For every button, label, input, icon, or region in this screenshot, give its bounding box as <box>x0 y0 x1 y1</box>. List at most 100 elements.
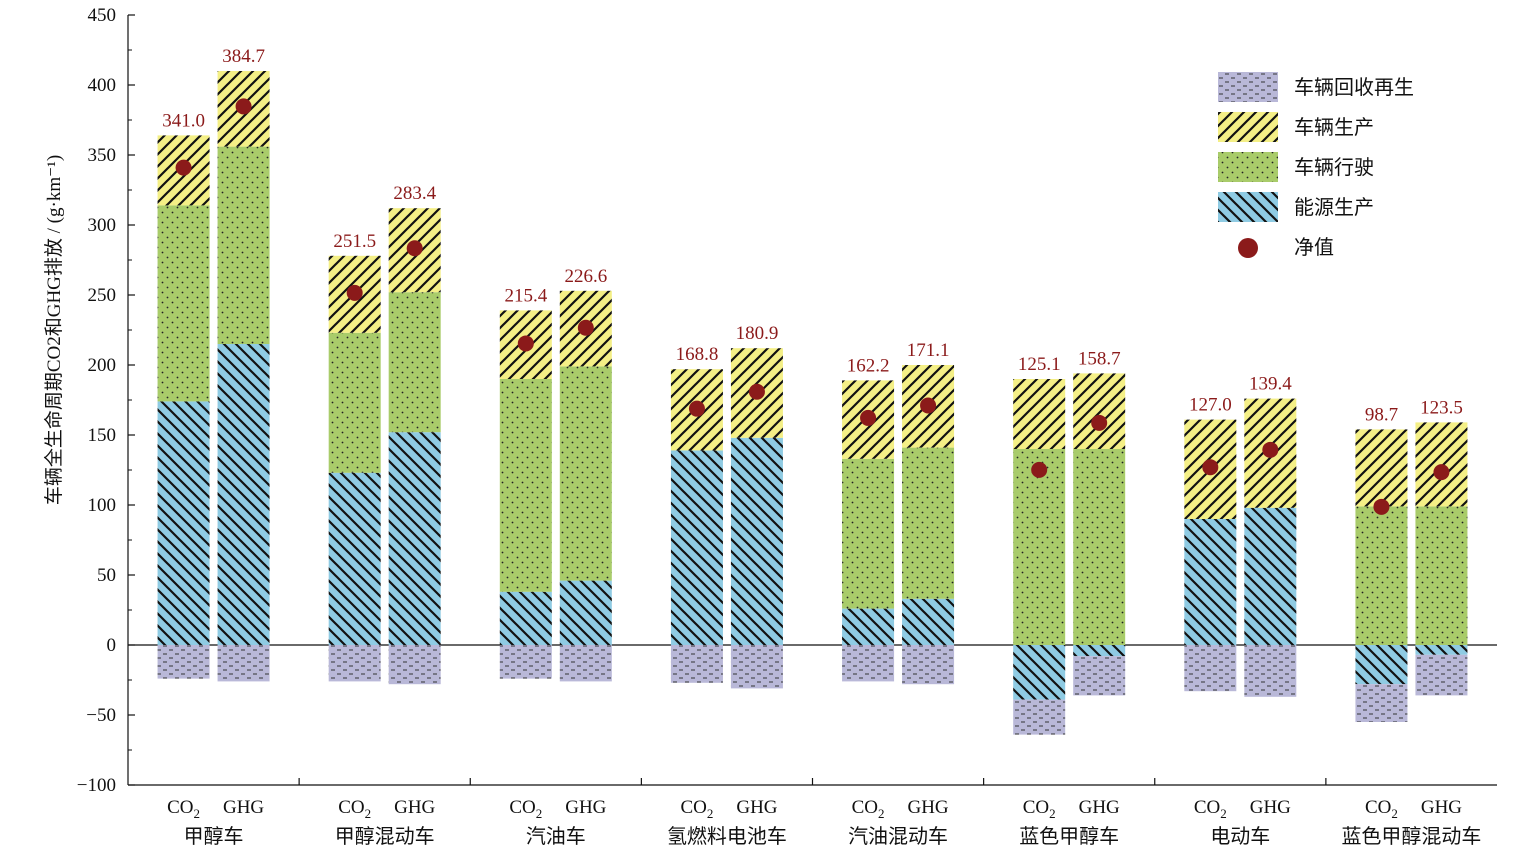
bar-energy <box>1355 645 1408 685</box>
bar-energy <box>1073 645 1126 657</box>
bar-recycle <box>1244 645 1297 697</box>
category-label: 蓝色甲醇混动车 <box>1341 825 1481 848</box>
subcategory-label: CO2 <box>338 797 371 821</box>
legend-label: 能源生产 <box>1294 195 1374 219</box>
bar-energy <box>157 401 210 645</box>
legend-label: 车辆行驶 <box>1294 155 1374 179</box>
net-marker <box>748 383 765 400</box>
y-tick-label: 250 <box>88 285 117 306</box>
net-marker <box>1091 414 1108 431</box>
net-value-label: 98.7 <box>1365 404 1398 425</box>
subcategory-label: CO2 <box>1365 797 1398 821</box>
category-label: 汽油车 <box>526 825 586 848</box>
bar-energy <box>559 580 612 645</box>
net-marker <box>860 409 877 426</box>
bar-energy <box>388 432 441 645</box>
legend-swatch-energy <box>1218 192 1278 222</box>
bar-recycle <box>328 645 381 682</box>
bar-driving <box>842 458 895 609</box>
net-value-label: 283.4 <box>393 183 436 204</box>
subcategory-label: CO2 <box>1023 797 1056 821</box>
net-marker <box>688 400 705 417</box>
legend-label: 车辆回收再生 <box>1294 75 1414 99</box>
net-marker <box>1433 464 1450 481</box>
net-value-label: 168.8 <box>676 344 719 365</box>
net-markers <box>175 98 1450 515</box>
subcategory-label: GHG <box>565 797 606 818</box>
bar-recycle <box>1013 699 1066 735</box>
bar-recycle <box>1355 684 1408 722</box>
subcategory-label: GHG <box>736 797 777 818</box>
bar-energy <box>499 591 552 645</box>
legend-swatch-driving <box>1218 152 1278 182</box>
net-marker <box>1031 461 1048 478</box>
bar-energy <box>670 450 723 645</box>
y-tick-label: 0 <box>107 635 117 656</box>
subcategory-label: CO2 <box>167 797 200 821</box>
subcategory-label: GHG <box>1421 797 1462 818</box>
bar-driving <box>217 146 270 344</box>
net-value-label: 127.0 <box>1189 395 1232 416</box>
net-value-label: 125.1 <box>1018 354 1061 375</box>
category-label: 甲醇车 <box>184 825 244 848</box>
y-tick-label: 150 <box>88 425 117 446</box>
bar-driving <box>1415 506 1468 645</box>
bar-driving <box>1355 506 1408 645</box>
y-axis-label: 车辆全生命周期CO2和GHG排放 / (g·km⁻¹) <box>43 155 65 505</box>
net-marker <box>175 159 192 176</box>
category-label: 氢燃料电池车 <box>667 825 787 848</box>
net-value-label: 251.5 <box>333 231 376 252</box>
net-marker <box>235 98 252 115</box>
bar-energy <box>902 598 955 645</box>
bar-recycle <box>157 645 210 679</box>
bar-recycle <box>1184 645 1237 692</box>
bar-driving <box>559 366 612 581</box>
bar-recycle <box>388 645 441 685</box>
bar-recycle <box>499 645 552 679</box>
subcategory-label: GHG <box>1079 797 1120 818</box>
bar-production <box>1073 373 1126 449</box>
net-marker <box>1262 441 1279 458</box>
net-marker <box>346 284 363 301</box>
subcategory-label: GHG <box>394 797 435 818</box>
net-value-label: 158.7 <box>1078 348 1121 369</box>
net-value-label: 139.4 <box>1249 374 1292 395</box>
bar-energy <box>730 437 783 645</box>
net-value-label: 162.2 <box>847 355 890 376</box>
bar-energy <box>328 472 381 645</box>
subcategory-label: GHG <box>223 797 264 818</box>
subcategory-label: CO2 <box>509 797 542 821</box>
bar-recycle <box>670 645 723 683</box>
category-label: 电动车 <box>1210 825 1270 848</box>
y-tick-label: 400 <box>88 75 117 96</box>
y-tick-label: −50 <box>86 705 116 726</box>
legend-label: 净值 <box>1294 235 1334 259</box>
bar-recycle <box>730 645 783 689</box>
net-value-label: 123.5 <box>1420 397 1463 418</box>
bar-energy <box>1013 645 1066 700</box>
y-tick-label: 50 <box>97 565 116 586</box>
subcategory-label: GHG <box>1250 797 1291 818</box>
net-marker <box>577 319 594 336</box>
y-tick-label: 350 <box>88 145 117 166</box>
subcategory-label: CO2 <box>1194 797 1227 821</box>
y-tick-label: 450 <box>88 5 117 26</box>
bar-driving <box>499 379 552 592</box>
bar-driving <box>1013 449 1066 645</box>
subcategory-label: CO2 <box>852 797 885 821</box>
net-value-label: 384.7 <box>222 46 265 67</box>
bar-recycle <box>902 645 955 685</box>
bar-recycle <box>1415 654 1468 696</box>
bar-recycle <box>559 645 612 682</box>
legend-net-marker <box>1238 238 1258 258</box>
legend-swatch-recycle <box>1218 72 1278 102</box>
bar-recycle <box>217 645 270 682</box>
category-label: 蓝色甲醇车 <box>1019 825 1119 848</box>
y-tick-label: 200 <box>88 355 117 376</box>
bar-driving <box>902 447 955 599</box>
net-value-label: 226.6 <box>564 266 607 287</box>
labels: 341.0 CO2 384.7 GHG 甲醇车 251.5 CO2 283.4 GHG 甲醇混动车… <box>162 46 1481 848</box>
bar-driving <box>388 292 441 433</box>
